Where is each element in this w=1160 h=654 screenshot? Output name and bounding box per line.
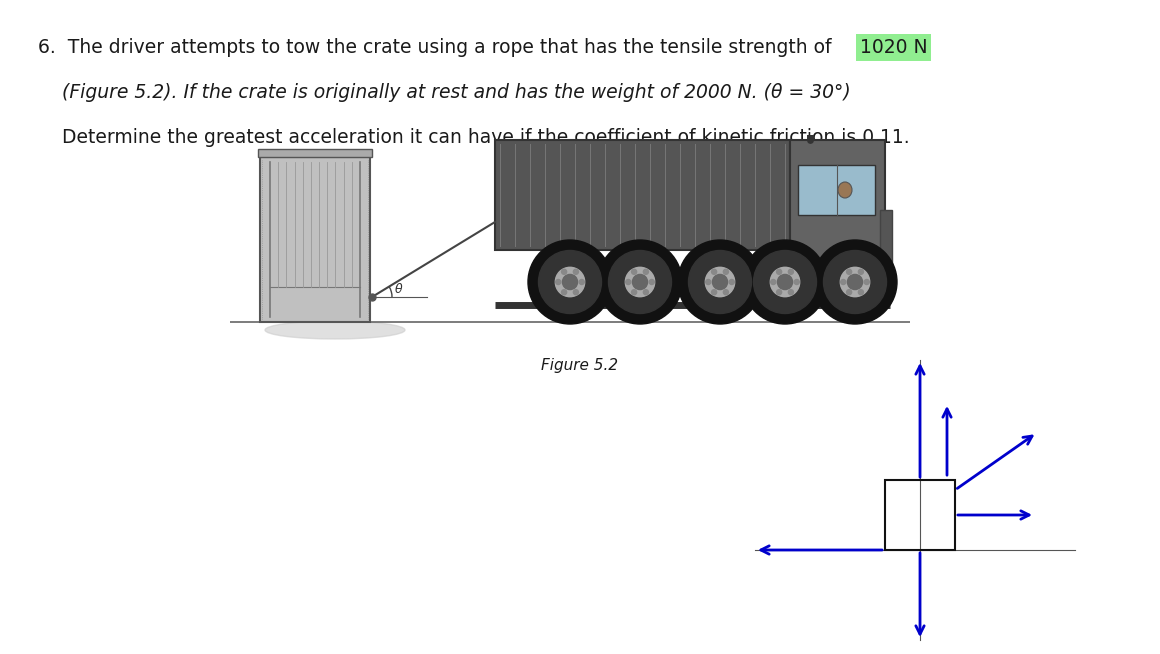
Circle shape <box>776 269 782 274</box>
Circle shape <box>847 269 851 274</box>
Circle shape <box>705 267 734 297</box>
Bar <box>610 274 645 290</box>
Circle shape <box>625 279 631 284</box>
Circle shape <box>712 275 727 290</box>
Circle shape <box>705 279 711 284</box>
Ellipse shape <box>806 104 818 112</box>
Circle shape <box>609 250 672 313</box>
Ellipse shape <box>838 182 851 198</box>
Circle shape <box>840 267 870 297</box>
Circle shape <box>538 250 602 313</box>
Circle shape <box>744 240 827 324</box>
Text: 1020 N: 1020 N <box>860 38 928 57</box>
Ellipse shape <box>264 321 405 339</box>
Circle shape <box>631 290 637 295</box>
Bar <box>260 157 370 322</box>
Circle shape <box>556 279 560 284</box>
Circle shape <box>848 275 863 290</box>
Circle shape <box>677 240 762 324</box>
Circle shape <box>632 275 647 290</box>
Circle shape <box>777 275 792 290</box>
Circle shape <box>556 267 585 297</box>
Circle shape <box>561 269 566 274</box>
Circle shape <box>858 269 863 274</box>
Text: 6.  The driver attempts to tow the crate using a rope that has the tensile stren: 6. The driver attempts to tow the crate … <box>38 38 838 57</box>
Text: Figure 5.2: Figure 5.2 <box>542 358 618 373</box>
Circle shape <box>754 250 817 313</box>
Circle shape <box>789 290 793 295</box>
Bar <box>798 165 875 215</box>
Circle shape <box>625 267 654 297</box>
Bar <box>495 140 790 250</box>
Bar <box>880 210 892 290</box>
Circle shape <box>528 240 612 324</box>
Circle shape <box>824 250 886 313</box>
Circle shape <box>813 240 897 324</box>
Circle shape <box>631 269 637 274</box>
Circle shape <box>770 267 799 297</box>
Circle shape <box>724 290 728 295</box>
Circle shape <box>689 250 752 313</box>
Circle shape <box>841 279 846 284</box>
Circle shape <box>563 275 578 290</box>
Circle shape <box>847 290 851 295</box>
Circle shape <box>711 269 717 274</box>
Circle shape <box>579 279 585 284</box>
Circle shape <box>776 290 782 295</box>
Bar <box>258 149 372 157</box>
Circle shape <box>573 290 579 295</box>
Bar <box>740 274 775 290</box>
Bar <box>790 140 885 305</box>
Bar <box>885 480 955 550</box>
Text: Determine the greatest acceleration it can have if the coefficient of kinetic fr: Determine the greatest acceleration it c… <box>38 128 909 147</box>
Circle shape <box>795 279 799 284</box>
Circle shape <box>864 279 869 284</box>
Circle shape <box>789 269 793 274</box>
Circle shape <box>599 240 682 324</box>
Circle shape <box>644 290 648 295</box>
Text: $\theta$: $\theta$ <box>394 282 404 296</box>
Circle shape <box>573 269 579 274</box>
Circle shape <box>730 279 734 284</box>
Circle shape <box>650 279 654 284</box>
Circle shape <box>711 290 717 295</box>
Circle shape <box>644 269 648 274</box>
Circle shape <box>858 290 863 295</box>
Circle shape <box>770 279 776 284</box>
Circle shape <box>561 290 566 295</box>
Text: (Figure 5.2). If the crate is originally at rest and has the weight of 2000 N. (: (Figure 5.2). If the crate is originally… <box>38 83 850 102</box>
Circle shape <box>724 269 728 274</box>
